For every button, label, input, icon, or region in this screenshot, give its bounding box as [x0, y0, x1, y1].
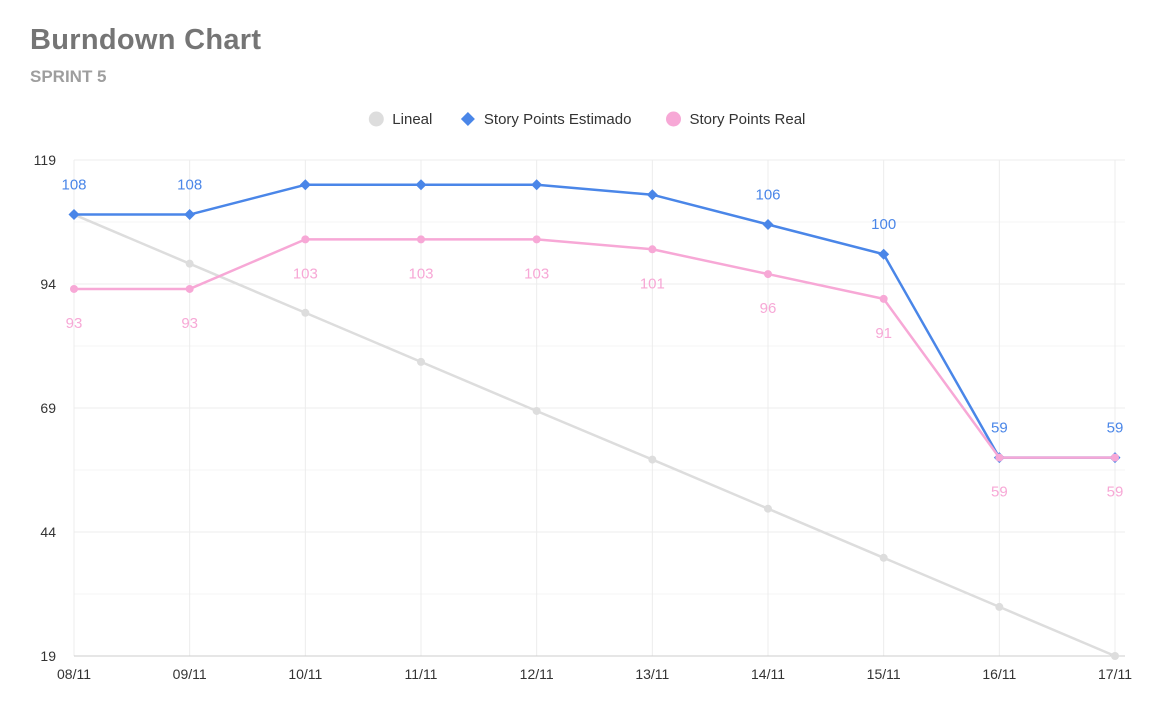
data-point[interactable] [995, 453, 1004, 462]
data-label: 103 [293, 265, 318, 282]
series-line [74, 238, 1115, 459]
x-tick-label: 11/11 [405, 666, 438, 682]
data-point[interactable] [764, 504, 772, 513]
data-point[interactable] [879, 294, 888, 303]
data-label: 103 [408, 265, 433, 282]
legend-marker [368, 111, 384, 127]
legend[interactable]: Lineal Story Points Estimado Story Points … [368, 111, 806, 128]
legend-label: Story Points Real [690, 111, 806, 128]
data-label: 59 [991, 420, 1008, 437]
data-label: 59 [991, 484, 1008, 501]
x-tick-label: 08/11 [57, 666, 91, 682]
y-tick-label: 94 [40, 276, 56, 292]
data-label: 100 [871, 216, 896, 233]
data-point[interactable] [532, 235, 541, 244]
data-label: 93 [66, 315, 83, 332]
y-axis-ticks: 19 44 69 94 119 [34, 152, 57, 664]
legend-item-lineal[interactable]: Lineal [368, 111, 433, 128]
data-label: 103 [524, 265, 549, 282]
x-tick-label: 15/11 [867, 666, 901, 682]
x-tick-label: 09/11 [173, 666, 207, 682]
data-label: 96 [760, 300, 777, 317]
data-point[interactable] [301, 308, 310, 317]
legend-marker [460, 112, 475, 126]
y-tick-label: 44 [40, 524, 56, 540]
data-label: 59 [1107, 420, 1124, 437]
series-line [74, 183, 1115, 459]
chart-subtitle: SPRINT 5 [30, 67, 107, 86]
data-point[interactable] [646, 189, 658, 201]
data-point[interactable] [417, 357, 425, 366]
data-point[interactable] [301, 235, 310, 244]
data-point[interactable] [531, 179, 543, 191]
data-point[interactable] [648, 455, 657, 464]
legend-marker [666, 111, 681, 127]
y-tick-label: 69 [40, 400, 56, 416]
series-story-points-real [70, 235, 1119, 462]
data-point[interactable] [879, 553, 888, 562]
x-tick-label: 10/11 [288, 666, 322, 682]
data-point[interactable] [762, 218, 774, 230]
data-label: 108 [177, 177, 202, 194]
data-point[interactable] [68, 209, 80, 221]
legend-item-story-points-estimado[interactable]: Story Points Estimado [460, 111, 632, 128]
data-label: 93 [181, 315, 198, 332]
data-point[interactable] [764, 270, 772, 279]
x-tick-label: 17/11 [1098, 666, 1132, 682]
data-label: 108 [61, 177, 86, 194]
data-point[interactable] [184, 209, 196, 221]
grid-layer [73, 159, 1125, 657]
data-point[interactable] [995, 602, 1004, 611]
x-tick-label: 16/11 [982, 666, 1016, 682]
legend-label: Story Points Estimado [484, 111, 632, 128]
data-point[interactable] [417, 235, 425, 244]
data-point[interactable] [185, 259, 194, 268]
series-lineal [70, 210, 1119, 660]
data-point[interactable] [878, 248, 890, 260]
data-label: 101 [640, 275, 665, 292]
x-tick-label: 13/11 [635, 666, 669, 682]
data-point[interactable] [532, 406, 541, 415]
data-point[interactable] [1111, 652, 1119, 660]
legend-label: Lineal [392, 111, 432, 128]
x-tick-label: 12/11 [520, 666, 554, 682]
data-point[interactable] [415, 179, 427, 191]
data-point[interactable] [1111, 453, 1119, 462]
y-tick-label: 19 [40, 648, 56, 664]
data-point[interactable] [70, 284, 78, 293]
data-labels: 108 108 106 100 59 59 93 93 103 103 103 101 96 91 59 59 [61, 177, 1123, 501]
x-axis-ticks: 08/11 09/11 10/11 11/11 12/11 13/11 14/11 15/11… [57, 666, 1132, 682]
chart-title: Burndown Chart [30, 24, 262, 56]
legend-item-story-points-real[interactable]: Story Points Real [666, 111, 805, 128]
data-label: 106 [755, 186, 780, 203]
data-label: 91 [875, 325, 892, 342]
x-tick-label: 14/11 [751, 666, 785, 682]
y-tick-label: 119 [34, 152, 57, 168]
series-line [73, 213, 1116, 658]
data-label: 59 [1107, 484, 1124, 501]
series-layer [68, 179, 1121, 660]
data-point[interactable] [185, 284, 194, 293]
data-point[interactable] [299, 179, 311, 191]
data-point[interactable] [648, 245, 657, 254]
